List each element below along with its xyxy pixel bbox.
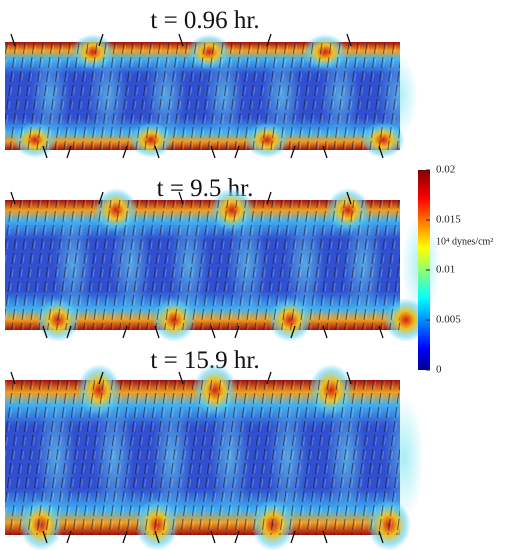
flow-panel: [5, 33, 418, 159]
boundary-arrow: [378, 530, 384, 544]
boundary-arrow: [178, 33, 184, 47]
boundary-arrow: [178, 191, 184, 205]
colorbar-tick-label: 0.02: [436, 164, 455, 176]
colorbar-tick-label: 0.015: [436, 214, 461, 226]
boundary-arrow: [266, 191, 272, 205]
colorbar-tick-label: 0.01: [436, 264, 455, 276]
boundary-arrow: [98, 33, 104, 47]
boundary-arrow: [66, 325, 72, 339]
boundary-arrow: [42, 530, 48, 544]
flow-panel: [5, 188, 441, 342]
boundary-arrow: [346, 371, 352, 385]
colorbar-tick-label: 0: [436, 364, 442, 376]
boundary-arrow: [66, 530, 72, 544]
colorbar-tick-label: 0.005: [436, 314, 461, 326]
boundary-arrow: [234, 530, 240, 544]
boundary-arrow: [290, 145, 296, 159]
boundary-arrow: [122, 325, 128, 339]
panel-title: t = 0.96 hr.: [150, 7, 259, 34]
boundary-arrow: [98, 371, 104, 385]
boundary-arrow: [322, 145, 328, 159]
boundary-arrow: [10, 191, 16, 205]
velocity-arrows: [5, 200, 400, 330]
boundary-arrow: [10, 33, 16, 47]
boundary-arrow: [154, 530, 160, 544]
colorbar-axis: 0 0.005 0.01 0.015 0.02: [426, 164, 461, 376]
boundary-arrow: [154, 145, 160, 159]
boundary-arrow: [10, 371, 16, 385]
boundary-arrow: [378, 325, 384, 339]
boundary-arrow: [234, 325, 240, 339]
boundary-arrow: [210, 145, 216, 159]
boundary-arrow: [346, 191, 352, 205]
flow-panel: [5, 364, 424, 550]
boundary-arrow: [154, 325, 160, 339]
boundary-arrow: [42, 325, 48, 339]
boundary-arrow: [122, 530, 128, 544]
boundary-arrow: [122, 145, 128, 159]
boundary-arrow: [346, 33, 352, 47]
boundary-arrow: [42, 145, 48, 159]
boundary-arrow: [290, 325, 296, 339]
velocity-arrows: [5, 380, 400, 535]
boundary-arrow: [322, 530, 328, 544]
panels: t = 0.96 hr.t = 9.5 hr.t = 15.9 hr.: [5, 7, 441, 550]
boundary-arrow: [266, 33, 272, 47]
boundary-arrow: [178, 371, 184, 385]
boundary-arrow: [322, 325, 328, 339]
boundary-arrow: [378, 145, 384, 159]
boundary-arrow: [210, 530, 216, 544]
boundary-arrow: [210, 325, 216, 339]
boundary-arrow: [234, 145, 240, 159]
boundary-arrow: [266, 371, 272, 385]
boundary-arrow: [98, 191, 104, 205]
velocity-arrows: [5, 42, 400, 150]
colorbar-label: 10⁴ dynes/cm²: [436, 236, 493, 247]
boundary-arrow: [290, 530, 296, 544]
boundary-arrow: [66, 145, 72, 159]
